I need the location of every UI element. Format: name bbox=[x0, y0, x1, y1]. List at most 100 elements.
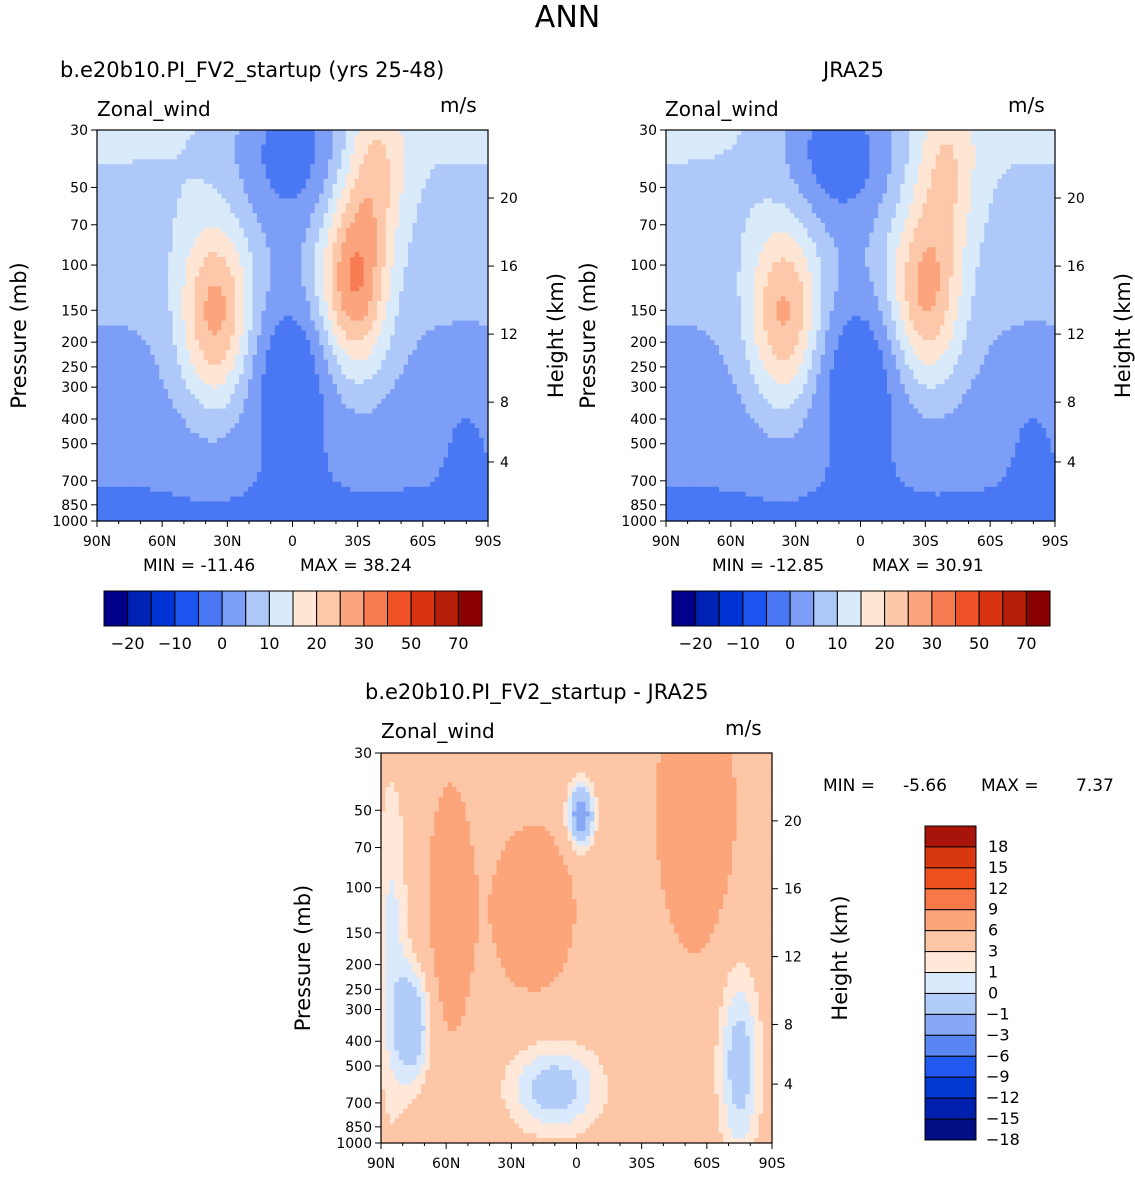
contour-cell bbox=[248, 374, 254, 380]
contour-cell bbox=[239, 159, 245, 165]
contour-cell bbox=[119, 159, 125, 165]
contour-cell bbox=[168, 364, 174, 371]
contour-cell bbox=[221, 511, 227, 517]
contour-cell bbox=[199, 237, 205, 244]
contour-cell bbox=[248, 134, 254, 141]
contour-cell bbox=[136, 222, 143, 229]
contour-cell bbox=[239, 345, 245, 351]
contour-cell bbox=[341, 374, 347, 380]
contour-cell bbox=[154, 433, 160, 439]
contour-cell bbox=[208, 130, 214, 136]
contour-cell bbox=[110, 457, 116, 463]
contour-cell bbox=[110, 481, 116, 488]
contour-cell bbox=[323, 310, 329, 317]
contour-cell bbox=[110, 330, 116, 336]
contour-cell bbox=[225, 418, 231, 424]
contour-cell bbox=[194, 242, 200, 248]
contour-cell bbox=[110, 266, 116, 273]
contour-cell bbox=[119, 467, 125, 473]
contour-cell bbox=[101, 462, 107, 468]
contour-cell bbox=[359, 325, 365, 331]
contour-cell bbox=[354, 159, 360, 165]
contour-cell bbox=[176, 325, 183, 331]
contour-cell bbox=[323, 428, 329, 434]
contour-cell bbox=[301, 413, 307, 419]
contour-cell bbox=[110, 354, 116, 361]
contour-cell bbox=[212, 198, 218, 204]
contour-cell bbox=[119, 442, 125, 449]
contour-cell bbox=[279, 242, 285, 248]
contour-cell bbox=[243, 164, 249, 170]
contour-cell bbox=[252, 516, 258, 522]
contour-cell bbox=[279, 354, 285, 361]
contour-cell bbox=[216, 169, 223, 175]
contour-cell bbox=[261, 188, 267, 195]
contour-cell bbox=[216, 462, 223, 468]
contour-cell bbox=[132, 467, 138, 473]
contour-cell bbox=[283, 486, 289, 493]
contour-cell bbox=[239, 305, 245, 312]
contour-cell bbox=[216, 291, 223, 297]
contour-cell bbox=[332, 496, 338, 503]
contour-cell bbox=[234, 315, 240, 322]
contour-cell bbox=[132, 305, 138, 312]
contour-cell bbox=[168, 208, 174, 214]
contour-cell bbox=[279, 486, 285, 493]
contour-cell bbox=[243, 173, 249, 180]
contour-cell bbox=[252, 408, 258, 415]
contour-cell bbox=[363, 364, 369, 371]
contour-cell bbox=[314, 330, 320, 336]
contour-cell bbox=[150, 477, 156, 483]
contour-cell bbox=[350, 335, 356, 341]
contour-cell bbox=[256, 447, 262, 454]
contour-cell bbox=[359, 178, 365, 185]
panel3-max-value: 7.37 bbox=[1076, 776, 1114, 796]
contour-cell bbox=[354, 472, 360, 478]
contour-cell bbox=[114, 442, 120, 449]
contour-cell bbox=[296, 325, 302, 331]
contour-cell bbox=[216, 442, 223, 449]
contour-cell bbox=[279, 369, 285, 375]
contour-cell bbox=[199, 222, 205, 229]
contour-cell bbox=[328, 477, 334, 483]
contour-cell bbox=[203, 301, 209, 307]
contour-cell bbox=[203, 501, 209, 507]
contour-cell bbox=[239, 477, 245, 483]
contour-cell bbox=[274, 301, 280, 307]
contour-cell bbox=[132, 477, 138, 483]
contour-cell bbox=[363, 227, 369, 234]
contour-cell bbox=[292, 374, 298, 380]
contour-cell bbox=[323, 193, 329, 200]
contour-cell bbox=[97, 393, 103, 400]
contour-cell bbox=[314, 208, 320, 214]
contour-cell bbox=[216, 457, 223, 463]
contour-cell bbox=[265, 379, 271, 385]
contour-cell bbox=[172, 349, 178, 356]
contour-cell bbox=[150, 496, 156, 503]
contour-cell bbox=[199, 247, 205, 253]
contour-cell bbox=[221, 477, 227, 483]
contour-cell bbox=[110, 286, 116, 292]
contour-cell bbox=[341, 159, 347, 165]
contour-cell bbox=[292, 462, 298, 468]
contour-cell bbox=[274, 345, 280, 351]
contour-cell bbox=[97, 301, 103, 307]
contour-cell bbox=[110, 252, 116, 258]
contour-cell bbox=[274, 398, 280, 405]
contour-cell bbox=[336, 403, 342, 410]
contour-cell bbox=[252, 340, 258, 346]
contour-cell bbox=[216, 134, 223, 141]
contour-cell bbox=[354, 242, 360, 248]
contour-cell bbox=[359, 237, 365, 244]
contour-cell bbox=[305, 315, 311, 322]
contour-cell bbox=[181, 281, 187, 287]
contour-cell bbox=[216, 447, 223, 454]
contour-cell bbox=[141, 496, 147, 503]
contour-cell bbox=[172, 467, 178, 473]
contour-cell bbox=[225, 393, 231, 400]
contour-cell bbox=[132, 369, 138, 375]
contour-cell bbox=[154, 291, 160, 297]
contour-cell bbox=[336, 442, 342, 449]
contour-cell bbox=[190, 222, 196, 229]
contour-cell bbox=[328, 369, 334, 375]
